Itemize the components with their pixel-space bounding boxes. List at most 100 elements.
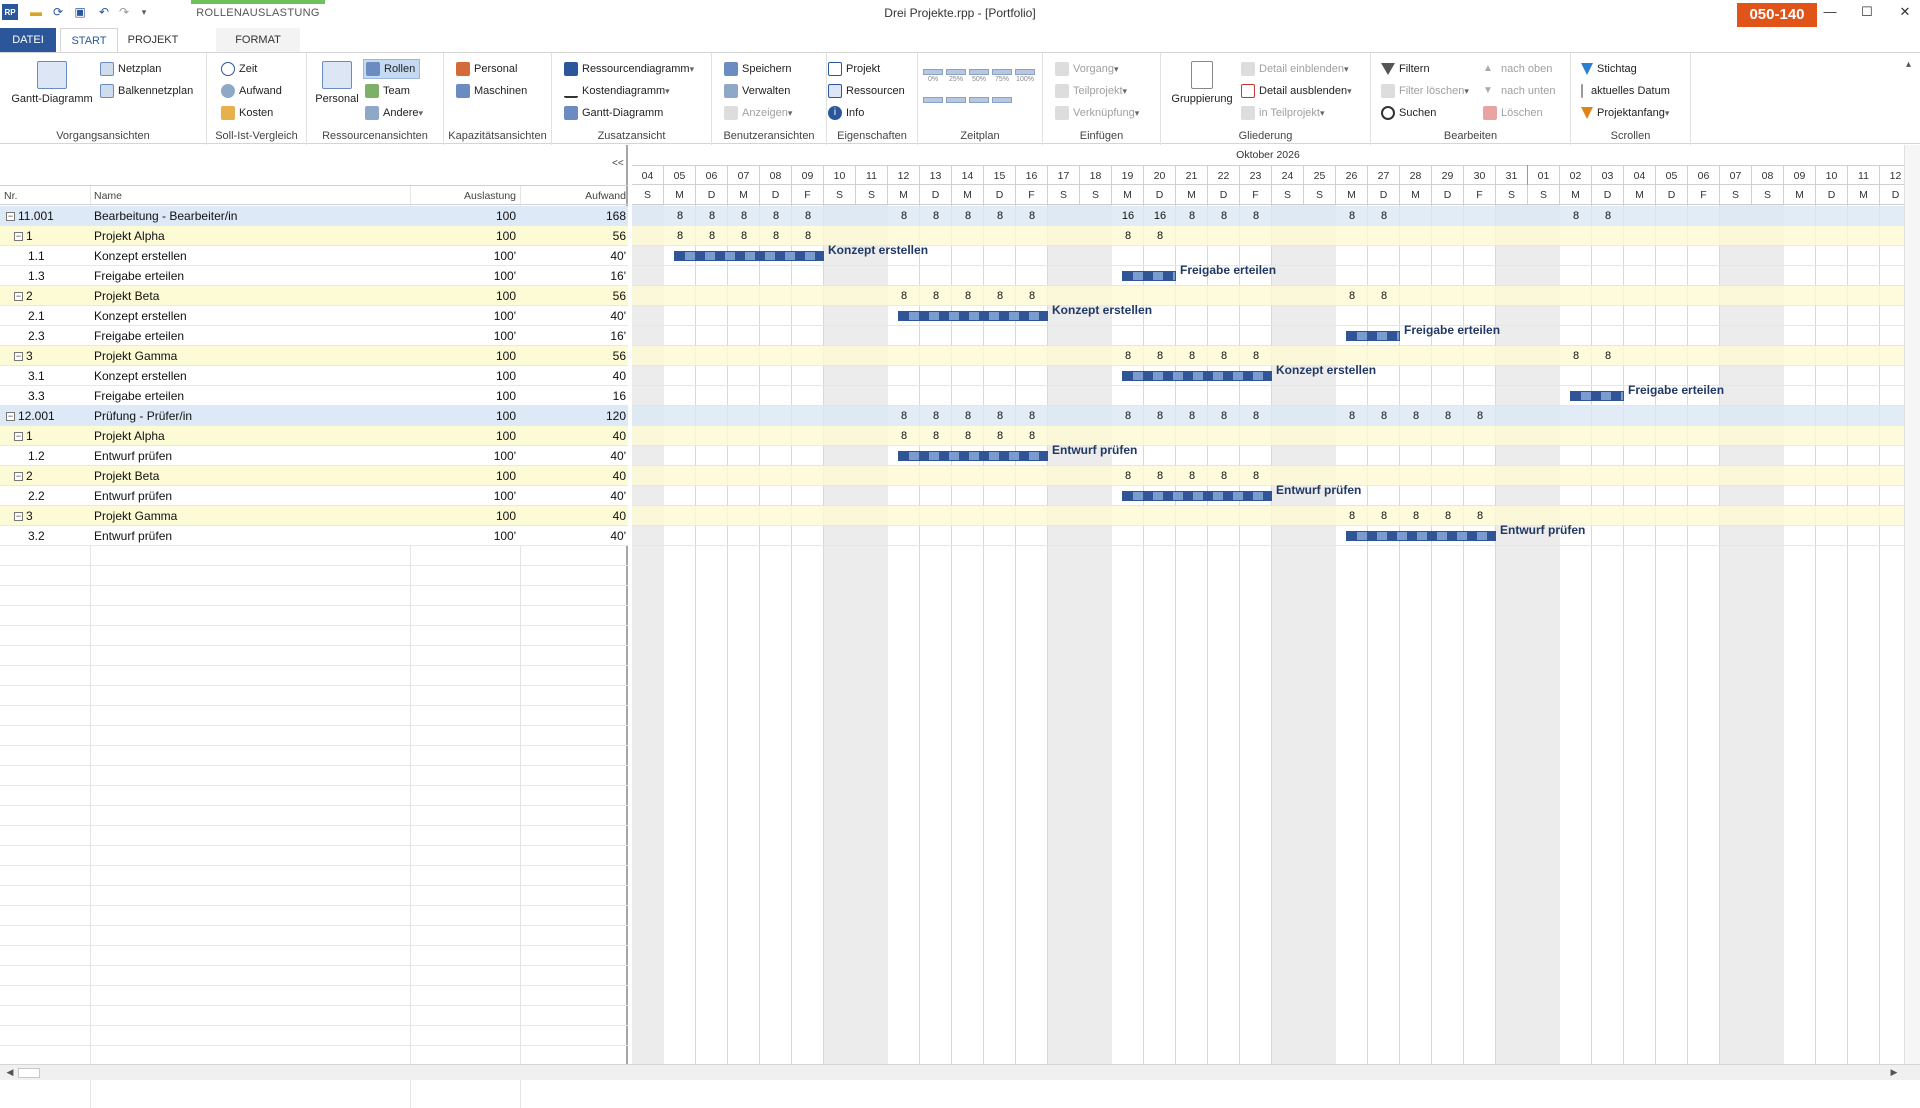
collapse-toggle-icon[interactable]: − xyxy=(14,431,23,442)
task-bar[interactable] xyxy=(898,451,1048,461)
zeit-button[interactable]: Zeit xyxy=(221,59,257,79)
task-bar[interactable] xyxy=(674,251,824,261)
collapse-ribbon-icon[interactable]: ▴ xyxy=(1906,59,1912,70)
filtern-button[interactable]: Filtern xyxy=(1381,59,1430,79)
maschinen-button[interactable]: Maschinen xyxy=(456,81,527,101)
team-button[interactable]: Team xyxy=(365,81,410,101)
header-aufwand[interactable]: Aufwand xyxy=(585,190,626,202)
personal-view-button[interactable]: Personal xyxy=(311,61,363,105)
gruppierung-button[interactable]: Gruppierung xyxy=(1167,61,1237,105)
collapse-toggle-icon[interactable]: − xyxy=(14,351,23,362)
task-bar[interactable] xyxy=(1570,391,1624,401)
nach-unten-button[interactable]: ▼ nach unten xyxy=(1483,81,1555,101)
table-row[interactable]: −1 Projekt Alpha 100 40 xyxy=(0,426,628,446)
vertical-scrollbar[interactable] xyxy=(1904,145,1920,1064)
refresh-icon[interactable]: ⟳ xyxy=(52,5,64,19)
schedule-tool-1-icon[interactable] xyxy=(923,97,943,111)
anzeigen-dropdown[interactable]: Anzeigen xyxy=(724,103,792,123)
schedule-tool-4-icon[interactable] xyxy=(992,97,1012,111)
schedule-tool-2-icon[interactable] xyxy=(946,97,966,111)
task-bar[interactable] xyxy=(1122,491,1272,501)
projekt-properties-button[interactable]: Projekt xyxy=(828,59,880,79)
collapse-toggle-icon[interactable]: − xyxy=(6,211,15,222)
undo-icon[interactable]: ↶ xyxy=(98,5,110,19)
table-row[interactable]: 1.2 Entwurf prüfen 100' 40' xyxy=(0,446,628,466)
rollen-button[interactable]: Rollen xyxy=(363,59,421,79)
kosten-button[interactable]: Kosten xyxy=(221,103,273,123)
progress-25-button[interactable]: 25% xyxy=(946,69,966,83)
projektanfang-dropdown[interactable]: Projektanfang xyxy=(1581,103,1669,123)
table-row[interactable]: −1 Projekt Alpha 100 56 xyxy=(0,226,628,246)
progress-50-button[interactable]: 50% xyxy=(969,69,989,83)
speichern-button[interactable]: Speichern xyxy=(724,59,792,79)
task-bar[interactable] xyxy=(1346,531,1496,541)
tab-projekt[interactable]: PROJEKT xyxy=(127,34,179,46)
header-name[interactable]: Name xyxy=(94,190,123,202)
progress-0-button[interactable]: 0% xyxy=(923,69,943,83)
table-row[interactable]: −2 Projekt Beta 100 56 xyxy=(0,286,628,306)
collapse-toggle-icon[interactable]: − xyxy=(6,411,15,422)
table-row[interactable]: −3 Projekt Gamma 100 40 xyxy=(0,506,628,526)
collapse-toggle-icon[interactable]: − xyxy=(14,511,23,522)
zusatz-gantt-button[interactable]: Gantt-Diagramm xyxy=(564,103,663,123)
netzplan-button[interactable]: Netzplan xyxy=(100,59,161,79)
header-auslastung[interactable]: Auslastung xyxy=(464,190,516,202)
table-row[interactable]: 1.1 Konzept erstellen 100' 40' xyxy=(0,246,628,266)
schedule-tool-3-icon[interactable] xyxy=(969,97,989,111)
scroll-left-icon[interactable]: ◀ xyxy=(6,1067,14,1077)
collapse-toggle-icon[interactable]: − xyxy=(14,471,23,482)
open-folder-icon[interactable]: ▬ xyxy=(30,5,42,19)
balkennetzplan-button[interactable]: Balkennetzplan xyxy=(100,81,193,101)
table-row[interactable]: −2 Projekt Beta 100 40 xyxy=(0,466,628,486)
table-row[interactable]: 2.3 Freigabe erteilen 100' 16' xyxy=(0,326,628,346)
tab-datei[interactable]: DATEI xyxy=(0,28,56,52)
tab-format[interactable]: FORMAT xyxy=(216,28,300,52)
collapse-toggle-icon[interactable]: − xyxy=(14,231,23,242)
tab-start[interactable]: START xyxy=(60,28,118,53)
info-button[interactable]: i Info xyxy=(828,103,864,123)
detail-einblenden-dropdown[interactable]: Detail einblenden xyxy=(1241,59,1349,79)
progress-100-button[interactable]: 100% xyxy=(1015,69,1035,83)
filter-loeschen-dropdown[interactable]: Filter löschen xyxy=(1381,81,1469,101)
teilprojekt-dropdown[interactable]: Teilprojekt xyxy=(1055,81,1127,101)
table-row[interactable]: 2.2 Entwurf prüfen 100' 40' xyxy=(0,486,628,506)
header-nr[interactable]: Nr. xyxy=(4,190,18,202)
task-bar[interactable] xyxy=(898,311,1048,321)
ressourcendiagramm-dropdown[interactable]: Ressourcendiagramm xyxy=(564,59,694,79)
detail-ausblenden-dropdown[interactable]: Detail ausblenden xyxy=(1241,81,1352,101)
in-teilprojekt-dropdown[interactable]: in Teilprojekt xyxy=(1241,103,1324,123)
verwalten-button[interactable]: Verwalten xyxy=(724,81,790,101)
ressourcen-properties-button[interactable]: Ressourcen xyxy=(828,81,905,101)
table-row[interactable]: 2.1 Konzept erstellen 100' 40' xyxy=(0,306,628,326)
table-row[interactable]: −3 Projekt Gamma 100 56 xyxy=(0,346,628,366)
kapazitaet-personal-button[interactable]: Personal xyxy=(456,59,517,79)
andere-dropdown[interactable]: Andere xyxy=(365,103,423,123)
collapse-toggle-icon[interactable]: − xyxy=(14,291,23,302)
task-bar[interactable] xyxy=(1346,331,1400,341)
aufwand-button[interactable]: Aufwand xyxy=(221,81,282,101)
redo-icon[interactable]: ↷ xyxy=(118,5,130,19)
close-button[interactable]: ✕ xyxy=(1899,4,1911,19)
kostendiagramm-dropdown[interactable]: Kostendiagramm xyxy=(564,81,670,101)
horizontal-scrollbar[interactable]: ◀ ▶ xyxy=(0,1064,1920,1080)
nach-oben-button[interactable]: ▲ nach oben xyxy=(1483,59,1552,79)
task-bar[interactable] xyxy=(1122,371,1272,381)
loeschen-button[interactable]: Löschen xyxy=(1483,103,1543,123)
vorgang-dropdown[interactable]: Vorgang xyxy=(1055,59,1119,79)
gantt-diagramm-button[interactable]: Gantt-Diagramm xyxy=(6,61,98,105)
collapse-table-toggle[interactable]: << xyxy=(612,158,624,169)
suchen-button[interactable]: Suchen xyxy=(1381,103,1436,123)
table-row[interactable]: −11.001 Bearbeitung - Bearbeiter/in 100 168 xyxy=(0,206,628,226)
table-row[interactable]: −12.001 Prüfung - Prüfer/in 100 120 xyxy=(0,406,628,426)
aktuelles-datum-button[interactable]: aktuelles Datum xyxy=(1581,81,1670,101)
table-row[interactable]: 3.3 Freigabe erteilen 100 16 xyxy=(0,386,628,406)
stichtag-button[interactable]: Stichtag xyxy=(1581,59,1637,79)
save-icon[interactable]: ▣ xyxy=(74,5,86,19)
progress-75-button[interactable]: 75% xyxy=(992,69,1012,83)
maximize-button[interactable]: ☐ xyxy=(1861,4,1873,19)
table-row[interactable]: 3.1 Konzept erstellen 100 40 xyxy=(0,366,628,386)
customize-toolbar-icon[interactable]: ▾ xyxy=(141,6,147,17)
scroll-right-icon[interactable]: ▶ xyxy=(1890,1067,1898,1077)
table-row[interactable]: 3.2 Entwurf prüfen 100' 40' xyxy=(0,526,628,546)
table-row[interactable]: 1.3 Freigabe erteilen 100' 16' xyxy=(0,266,628,286)
